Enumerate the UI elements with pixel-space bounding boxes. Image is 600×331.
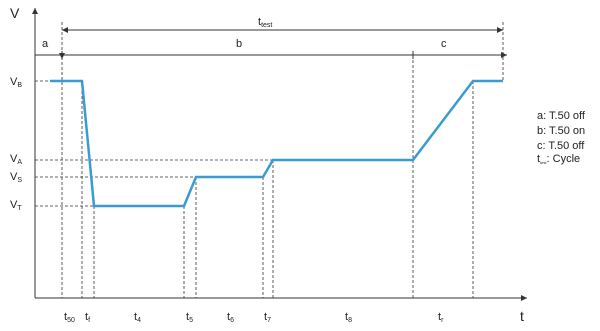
svg-text:t4: t4: [134, 311, 141, 324]
svg-text:t7: t7: [264, 311, 271, 324]
t-test-label: ttest: [258, 16, 272, 29]
phase-label: b: [236, 38, 242, 50]
phase-label: a: [42, 38, 49, 50]
legend-entry: b: T.50 on: [537, 125, 585, 137]
level-label: VT: [10, 199, 22, 212]
level-markers: [35, 80, 273, 207]
level-label: VB: [10, 76, 22, 89]
legend-entry: ttest: Cycle: [537, 153, 580, 165]
svg-text:tr: tr: [438, 311, 444, 324]
interval-labels: t50 tf t4 t5 t6 t7 t8 tr: [64, 311, 444, 324]
legend: a: T.50 off b: T.50 on c: T.50 off ttest…: [537, 110, 586, 165]
voltage-profile: [50, 79, 503, 208]
svg-text:t5: t5: [186, 311, 193, 324]
svg-text:t50: t50: [64, 311, 75, 324]
level-label: VS: [10, 171, 22, 184]
phase-label: c: [441, 38, 447, 50]
svg-text:tf: tf: [85, 311, 90, 324]
x-axis-label: t: [520, 308, 524, 324]
svg-text:t8: t8: [345, 311, 352, 324]
legend-entry: a: T.50 off: [537, 110, 586, 122]
svg-text:t6: t6: [227, 311, 234, 324]
level-label: VA: [10, 153, 22, 166]
legend-entry: c: T.50 off: [537, 140, 585, 152]
y-axis-label: V: [10, 5, 20, 21]
